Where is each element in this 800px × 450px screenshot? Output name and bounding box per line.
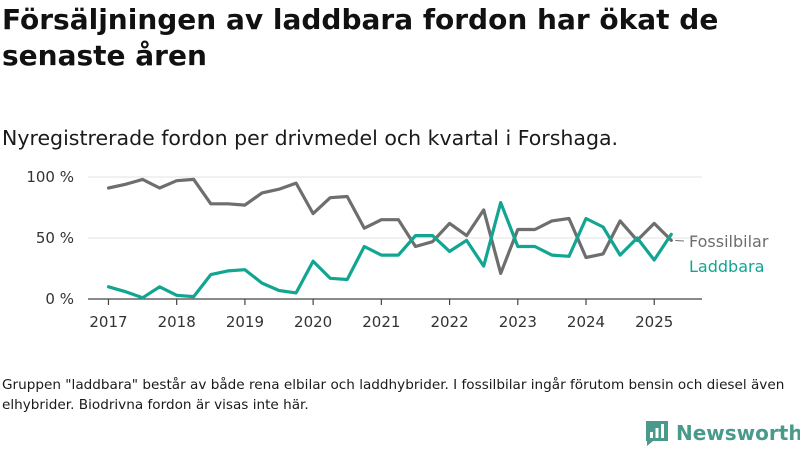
newsworthy-logo: Newsworthy xyxy=(644,418,800,448)
brand-name: Newsworthy xyxy=(676,421,800,445)
x-tick-label: 2017 xyxy=(89,313,127,331)
x-tick-label: 2018 xyxy=(158,313,196,331)
x-tick-label: 2020 xyxy=(294,313,332,331)
x-tick-label: 2021 xyxy=(362,313,400,331)
x-tick-label: 2019 xyxy=(226,313,264,331)
chart-title: Försäljningen av laddbara fordon har öka… xyxy=(2,3,719,72)
y-tick-label: 100 % xyxy=(26,168,74,186)
x-tick-label: 2022 xyxy=(430,313,468,331)
x-tick-label: 2025 xyxy=(635,313,673,331)
chart-footnote: Gruppen "laddbara" består av både rena e… xyxy=(2,377,785,413)
y-tick-label: 50 % xyxy=(36,229,74,247)
bar-chart-speech-bubble-icon xyxy=(646,421,668,446)
series-label-fossilbilar: Fossilbilar xyxy=(689,232,769,251)
series-label-laddbara: Laddbara xyxy=(689,257,764,276)
label-leader-line xyxy=(675,239,685,242)
series-line-fossilbilar xyxy=(106,177,673,275)
series-line-laddbara xyxy=(106,201,673,300)
y-tick-label: 0 % xyxy=(45,290,74,308)
x-tick-label: 2023 xyxy=(499,313,537,331)
chart-subtitle: Nyregistrerade fordon per drivmedel och … xyxy=(2,126,619,150)
x-tick-label: 2024 xyxy=(567,313,605,331)
